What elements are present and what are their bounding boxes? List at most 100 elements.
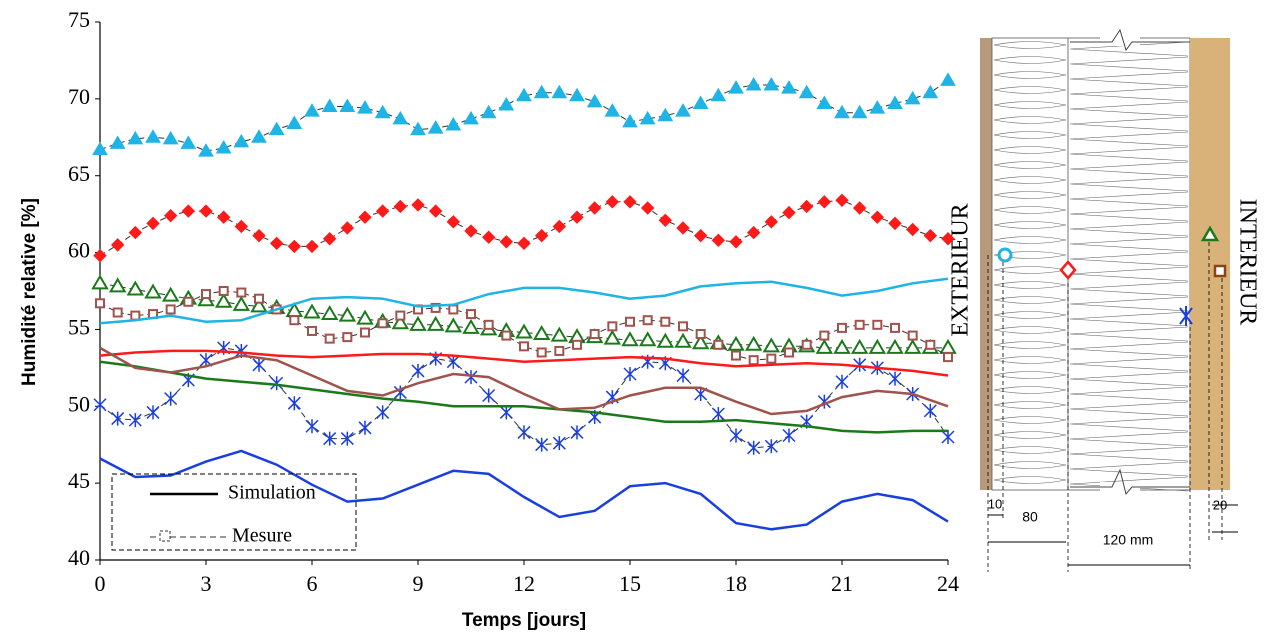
marker <box>817 195 832 209</box>
fiber <box>993 461 1067 469</box>
marker <box>411 363 425 378</box>
insulation <box>991 37 1191 491</box>
fiber <box>1069 371 1189 387</box>
marker <box>834 104 850 119</box>
fiber <box>993 86 1067 94</box>
y-tick-label: 60 <box>68 238 90 263</box>
marker <box>376 405 390 420</box>
y-tick-label: 45 <box>68 468 90 493</box>
fiber <box>1069 341 1189 357</box>
marker <box>940 72 956 86</box>
fiber <box>993 131 1067 139</box>
marker <box>642 315 653 326</box>
y-tick-label: 40 <box>68 545 90 570</box>
marker <box>252 357 266 372</box>
marker <box>517 236 531 251</box>
fiber <box>993 431 1067 439</box>
marker <box>340 431 354 446</box>
fiber <box>993 341 1067 349</box>
legend-label: Mesure <box>232 525 292 547</box>
fiber <box>993 251 1067 259</box>
fiber <box>1069 161 1189 177</box>
marker <box>623 195 637 209</box>
marker <box>446 215 461 229</box>
x-tick-label: 21 <box>831 571 853 596</box>
marker <box>890 322 900 333</box>
fiber <box>1069 311 1189 327</box>
marker <box>605 195 620 209</box>
fiber <box>1069 266 1189 282</box>
marker <box>570 210 584 224</box>
y-tick-label: 70 <box>68 84 90 109</box>
int-board <box>1190 38 1230 490</box>
marker <box>144 283 162 299</box>
marker <box>589 329 600 340</box>
fiber <box>993 56 1067 64</box>
marker <box>304 103 320 117</box>
fiber <box>1069 326 1189 342</box>
x-tick-label: 6 <box>307 571 318 596</box>
marker <box>463 110 479 125</box>
fiber <box>993 176 1067 184</box>
marker <box>499 235 514 249</box>
marker <box>374 104 391 119</box>
marker <box>815 338 834 354</box>
marker <box>762 337 781 353</box>
marker <box>782 428 796 443</box>
marker <box>729 235 743 249</box>
marker <box>483 319 494 330</box>
marker <box>657 107 674 122</box>
marker <box>112 307 123 318</box>
marker <box>854 319 865 330</box>
exterior-label: EXTERIEUR <box>948 203 974 336</box>
marker <box>746 225 761 240</box>
marker <box>358 210 372 224</box>
marker <box>95 298 105 309</box>
marker <box>638 331 657 347</box>
marker <box>764 439 778 454</box>
marker <box>852 201 867 215</box>
marker <box>145 129 161 143</box>
fiber <box>1069 431 1189 447</box>
fiber <box>1069 131 1189 147</box>
marker <box>711 233 726 247</box>
marker <box>536 347 547 358</box>
marker <box>183 296 194 307</box>
marker <box>552 219 567 234</box>
fiber <box>993 236 1067 244</box>
marker <box>676 368 690 383</box>
marker <box>586 93 603 108</box>
marker <box>251 129 267 143</box>
marker <box>869 100 886 114</box>
marker <box>711 406 725 421</box>
fiber <box>993 416 1067 424</box>
marker <box>164 391 178 406</box>
break-top <box>1070 28 1190 52</box>
marker <box>660 316 671 327</box>
marker <box>303 303 321 319</box>
marker <box>163 208 178 223</box>
marker <box>338 306 357 322</box>
marker <box>799 199 814 214</box>
insulation-pattern <box>993 41 1189 492</box>
marker <box>411 198 425 212</box>
marker <box>728 80 744 94</box>
marker <box>286 115 303 129</box>
marker <box>872 319 883 330</box>
marker <box>676 221 690 235</box>
marker <box>941 232 955 246</box>
marker <box>519 341 529 352</box>
marker <box>464 370 478 385</box>
sensor-guides <box>987 242 1223 572</box>
marker <box>939 338 957 354</box>
marker <box>324 333 335 344</box>
marker <box>410 121 426 136</box>
marker <box>428 204 443 218</box>
marker <box>446 354 460 369</box>
marker <box>464 224 478 238</box>
marker <box>835 193 849 208</box>
marker <box>342 332 353 343</box>
fiber <box>1069 251 1189 267</box>
dimension-label: 10 <box>988 496 1002 511</box>
marker <box>713 339 724 350</box>
